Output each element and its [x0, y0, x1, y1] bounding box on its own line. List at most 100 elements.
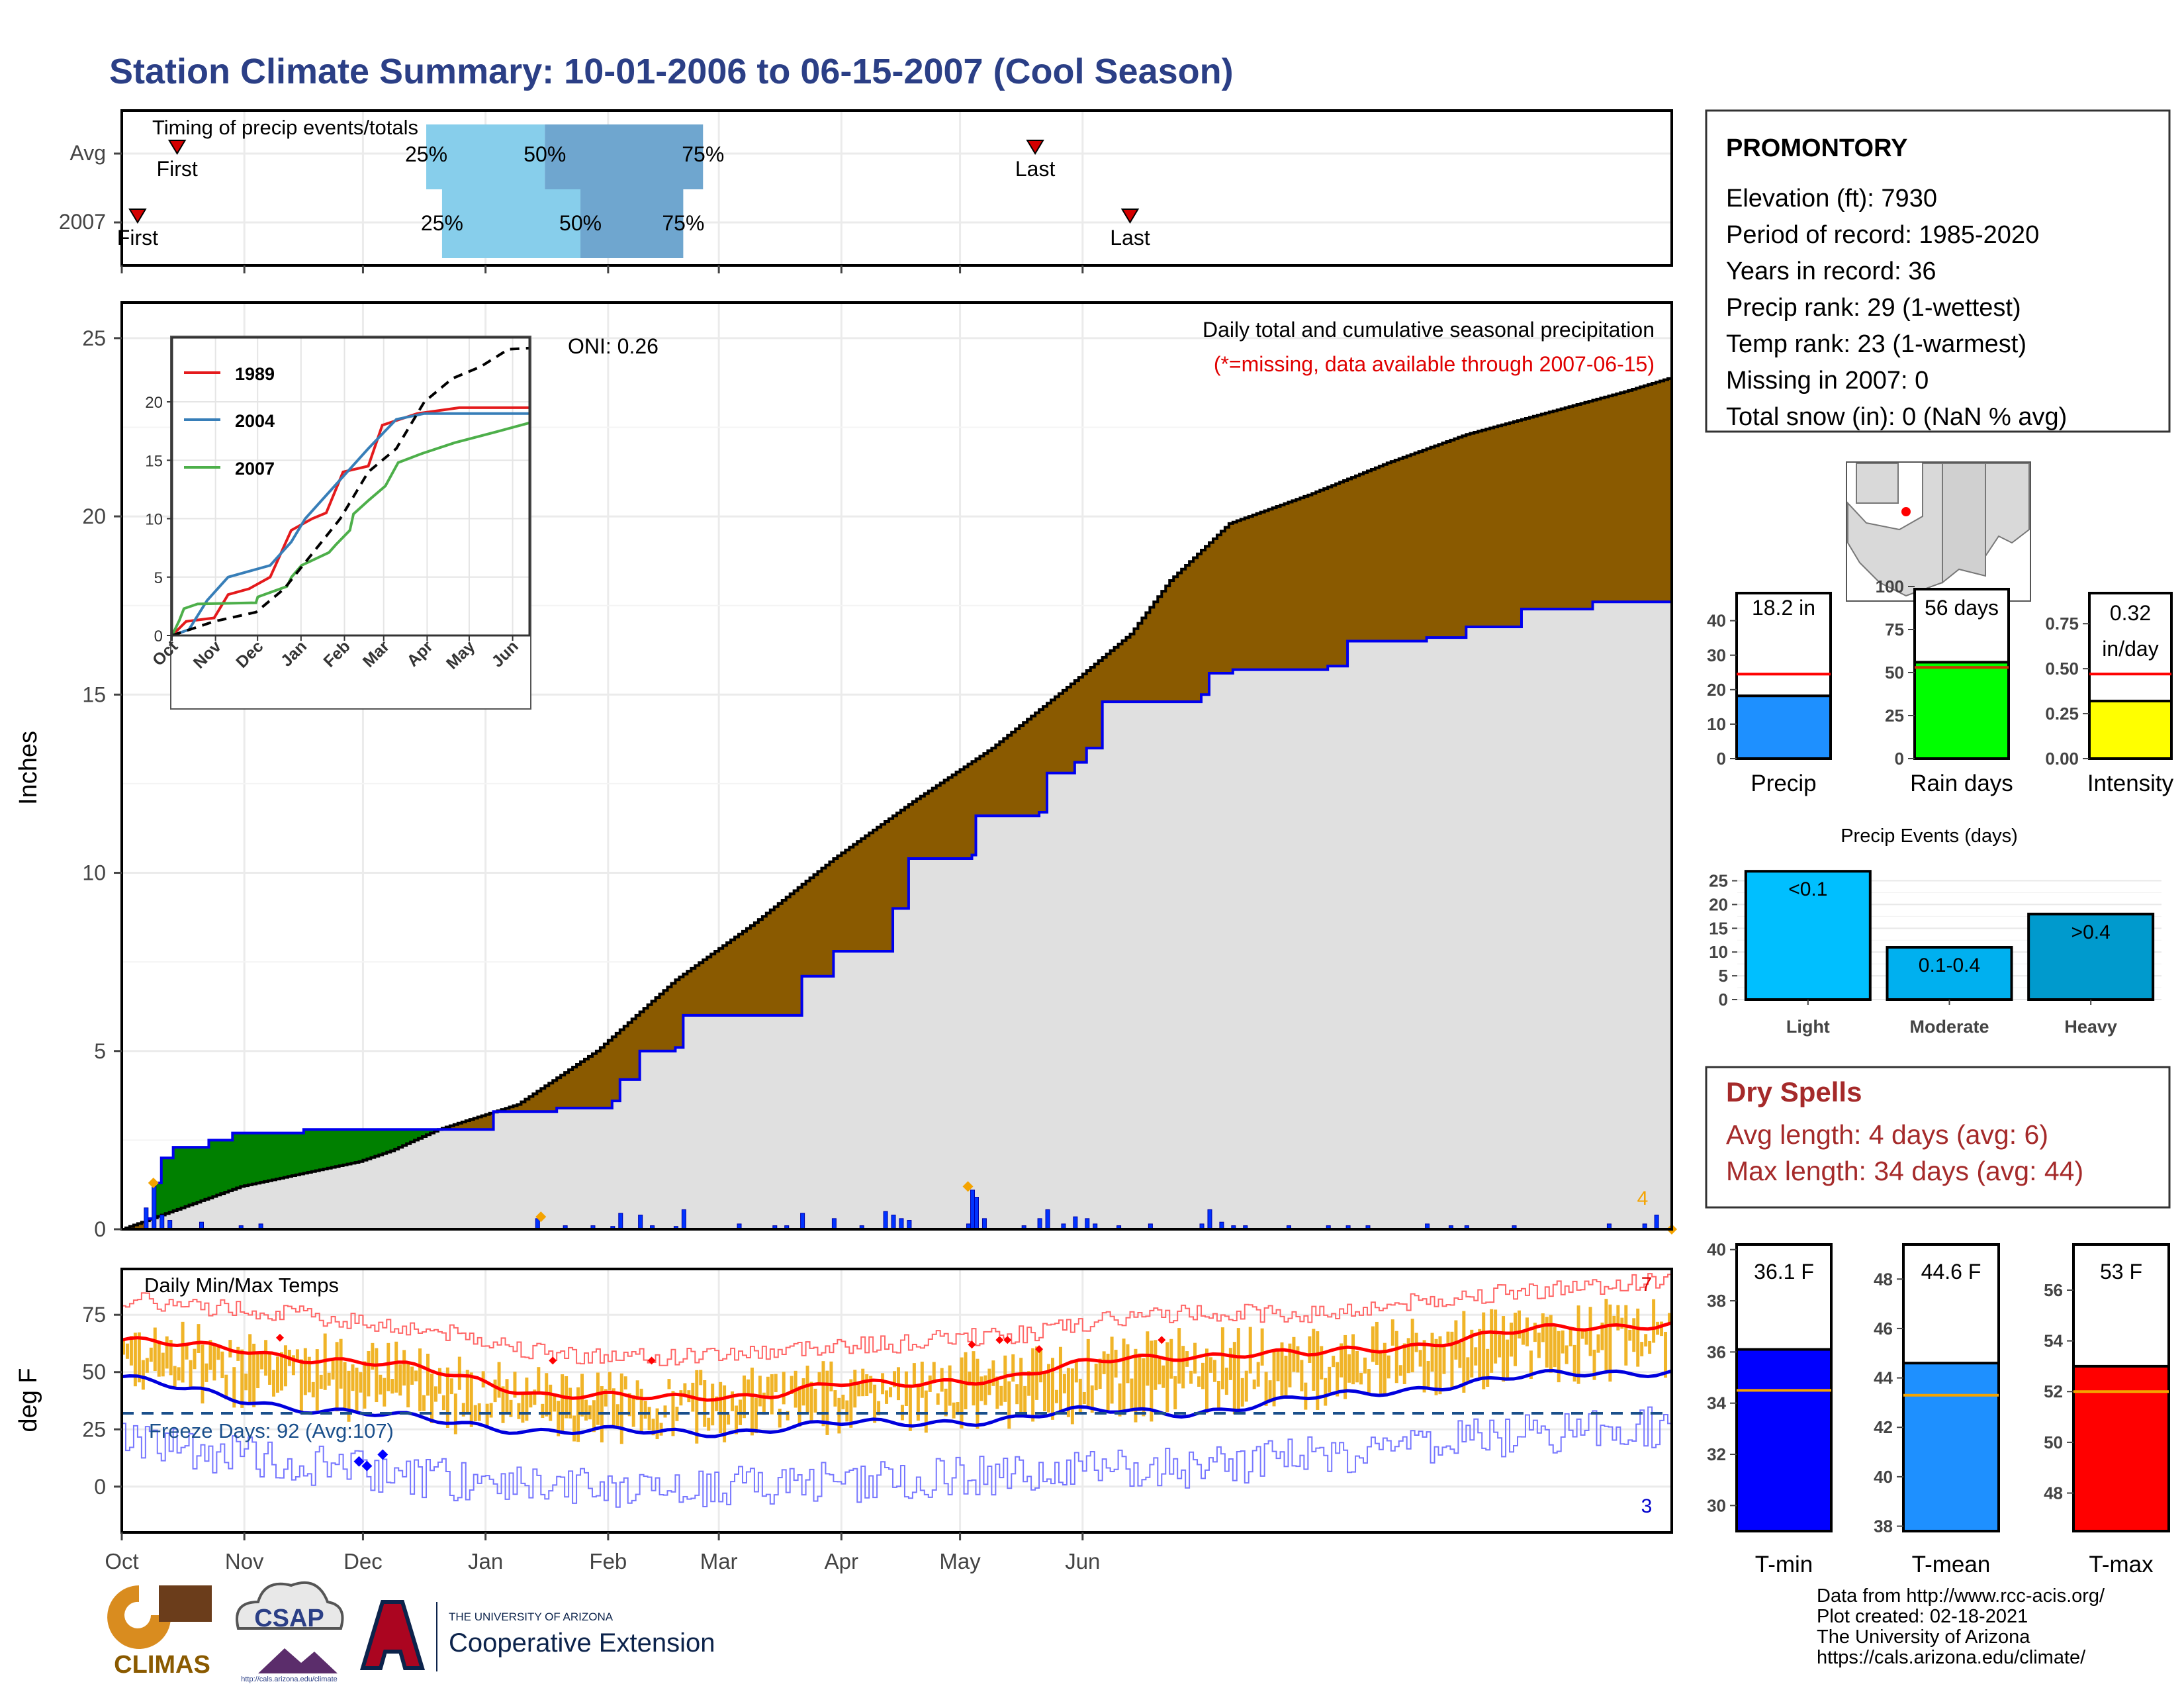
footer-credits: Data from http://www.rcc-acis.org/ Plot … [1817, 1585, 2105, 1668]
precip-y-tick-label: 0 [94, 1217, 106, 1241]
temp-y-label: deg F [15, 1368, 42, 1432]
temp-range-bar [1110, 1336, 1114, 1404]
record-high-line [122, 1273, 1672, 1366]
temp-range-bar [437, 1368, 441, 1394]
temp-range-bar [790, 1376, 794, 1394]
temp-range-bar [422, 1395, 426, 1411]
temp-range-bar [817, 1372, 821, 1384]
temp-range-bar [873, 1384, 877, 1423]
temp-range-bar [398, 1364, 402, 1396]
intensity-chart: 0.32 in/day 0.00 0.25 0.50 0.75 Intensity [2045, 592, 2174, 796]
temp-range-bar [1031, 1348, 1035, 1422]
daily-precip-bar [970, 1190, 976, 1230]
precip-y-tick-label: 25 [82, 326, 106, 350]
temp-range-bar [1343, 1335, 1347, 1399]
daily-precip-bar [618, 1213, 623, 1230]
temp-range-bar [311, 1382, 315, 1397]
temp-range-bar [596, 1372, 600, 1425]
temp-range-bar [623, 1376, 627, 1389]
temp-range-bar [212, 1343, 216, 1381]
temp-range-bar [1228, 1348, 1232, 1380]
rain-days-tick-label: 50 [1885, 663, 1904, 682]
temp-range-bar [145, 1358, 149, 1373]
temp-range-bar [1347, 1354, 1351, 1383]
temp-range-bar [1490, 1309, 1494, 1373]
precip-events-chart: Precip Events (days) <0.1 Light 0.1-0.4 Mod… [1709, 825, 2161, 1037]
temp-range-bar [1517, 1310, 1521, 1338]
temp-range-bar [537, 1367, 541, 1393]
tmin-tick-label: 30 [1707, 1495, 1726, 1515]
temp-range-bar [1332, 1356, 1336, 1368]
temp-range-bar [343, 1362, 347, 1409]
daily-precip-bar [681, 1209, 686, 1230]
events-y-tick-label: 10 [1709, 942, 1728, 962]
temp-range-bar [1288, 1343, 1292, 1387]
temp-panel-label: Daily Min/Max Temps [144, 1274, 339, 1297]
temp-range-bar [1422, 1340, 1426, 1393]
temp-range-bar [410, 1366, 414, 1385]
rain-days-chart: 56 days 0 25 50 75 100 Rain days [1876, 577, 2013, 796]
temp-range-bar [659, 1423, 663, 1436]
temp-range-bar [932, 1362, 936, 1381]
temp-range-bar [1138, 1353, 1142, 1411]
temp-range-bar [1506, 1339, 1510, 1380]
temp-range-bar [1292, 1336, 1296, 1372]
temp-range-bar [1043, 1371, 1047, 1411]
month-tick-label: Oct [105, 1549, 138, 1573]
temp-range-bar [1565, 1345, 1569, 1364]
temp-range-bar [216, 1346, 220, 1360]
temp-range-bar [924, 1390, 928, 1433]
temp-range-bar [746, 1379, 750, 1395]
temp-range-bar [232, 1367, 236, 1408]
temp-range-bar [754, 1397, 758, 1434]
record-high-marker [968, 1340, 976, 1349]
daily-precip-bar [883, 1211, 888, 1230]
temp-range-bar [1462, 1311, 1466, 1393]
tmean-label: T-mean [1912, 1552, 1991, 1577]
temp-range-bar [387, 1342, 390, 1391]
precip-total-label: Precip [1751, 771, 1816, 796]
temp-range-bar [1066, 1368, 1070, 1417]
event-bar-label: >0.4 [2071, 921, 2111, 943]
temp-range-bar [1478, 1329, 1482, 1380]
temp-range-bar [857, 1383, 861, 1397]
locator-map [1846, 461, 2031, 602]
temp-range-bar [1486, 1348, 1490, 1387]
temp-range-bar [549, 1384, 553, 1421]
temp-range-bar [762, 1392, 766, 1415]
temp-range-bar [248, 1334, 252, 1404]
timing-p75-label: 75% [682, 142, 724, 166]
temp-range-bar [533, 1389, 537, 1405]
daily-precip-bar [899, 1218, 904, 1230]
month-tick-label: Jun [1065, 1549, 1100, 1573]
temp-y-tick-label: 25 [82, 1417, 106, 1441]
temp-range-bar [865, 1374, 869, 1397]
csap-mountains [258, 1648, 338, 1673]
tmean-tick-label: 40 [1874, 1467, 1893, 1487]
missing-data-marker [535, 1211, 547, 1223]
temp-range-bar [1316, 1331, 1320, 1410]
temp-range-bar [1122, 1338, 1126, 1415]
temp-range-bar [1553, 1327, 1557, 1368]
daily-precip-bar [981, 1218, 987, 1230]
temp-bar-charts: 36.1 F 30 32 34 36 38 40 T-min 44.6 F 38 40 42 44 46 4… [1707, 1240, 2170, 1577]
temp-range-bar [1074, 1361, 1078, 1383]
temp-range-bar [173, 1366, 177, 1387]
daily-precip-bar [800, 1213, 805, 1230]
temp-range-bar [1126, 1344, 1130, 1383]
precip-y-tick-label: 20 [82, 504, 106, 528]
tmin-value: 36.1 F [1754, 1260, 1814, 1284]
temp-range-bar [1201, 1362, 1205, 1389]
temp-range-bar [1482, 1312, 1486, 1389]
temp-range-bar [576, 1387, 580, 1442]
temp-range-bar [1070, 1368, 1074, 1425]
tmax-tick-label: 56 [2044, 1280, 2063, 1300]
temp-range-bar [1232, 1342, 1236, 1415]
temp-range-bar [331, 1358, 335, 1380]
page-title: Station Climate Summary: 10-01-2006 to 0… [109, 52, 1234, 91]
precip-total-bar [1735, 694, 1832, 761]
temp-range-bar [1430, 1333, 1434, 1372]
rain-days-tick-label: 75 [1885, 620, 1904, 639]
temp-range-bar [1470, 1329, 1474, 1378]
temp-range-bar [256, 1352, 260, 1389]
